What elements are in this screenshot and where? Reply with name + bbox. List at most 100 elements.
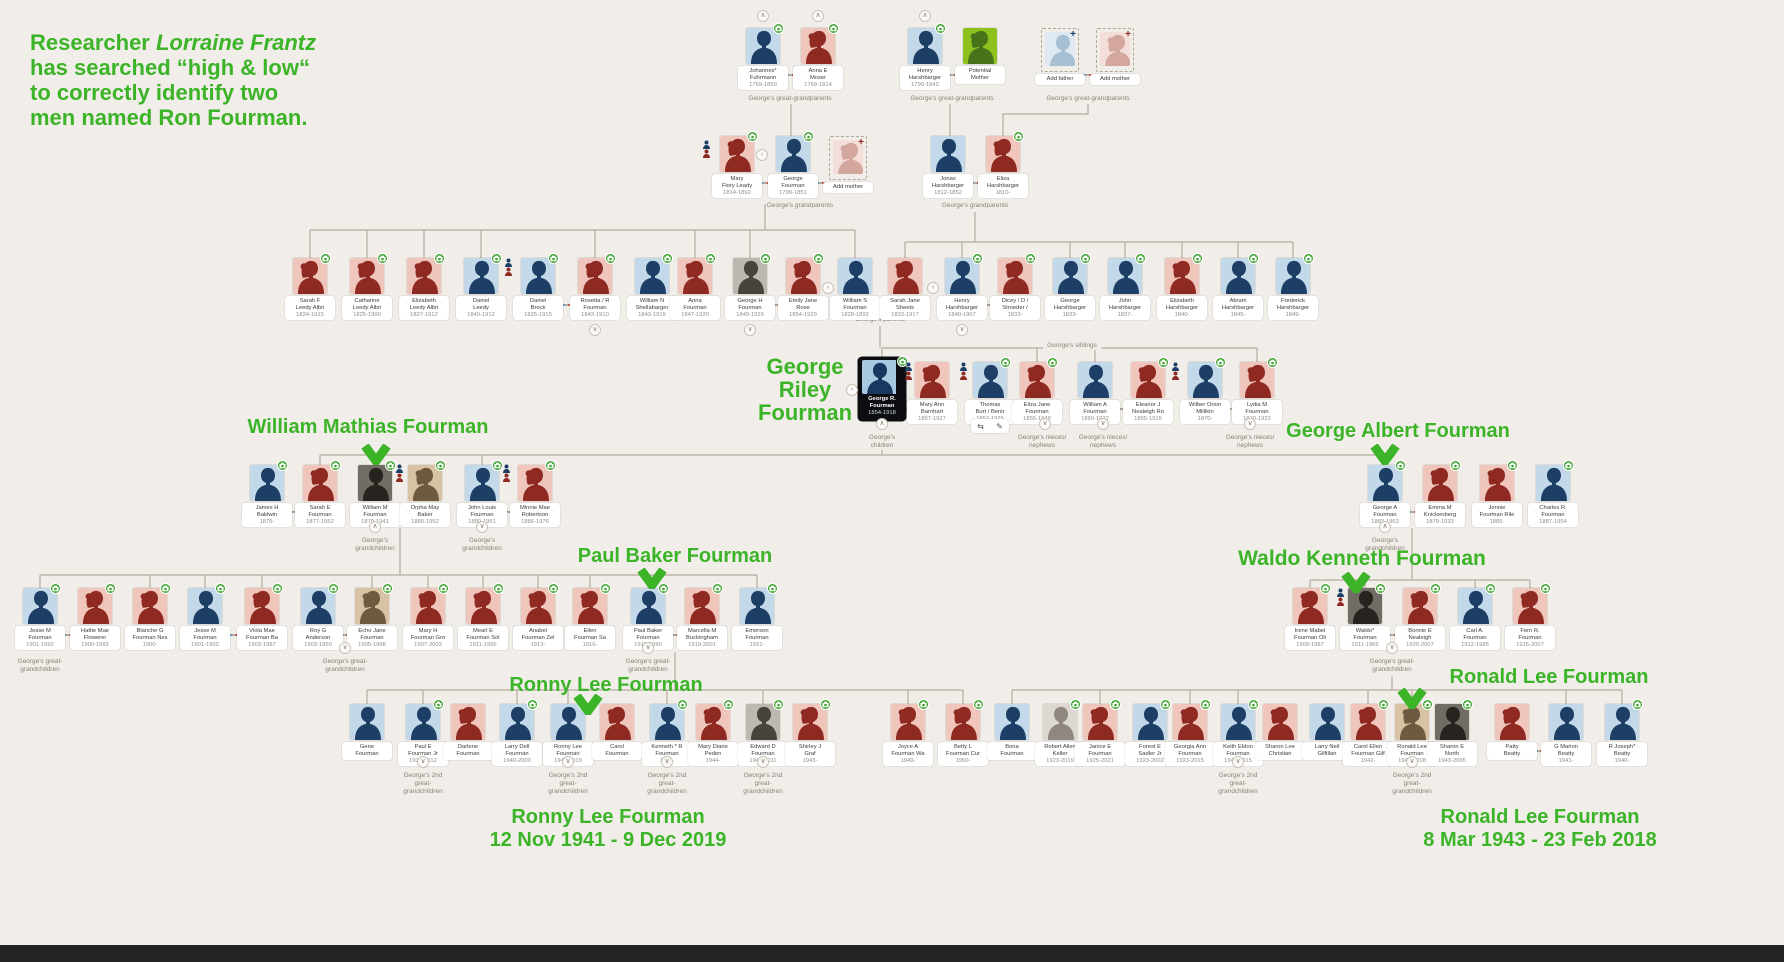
alternate-spouses-icon[interactable]: [904, 362, 913, 380]
media-hint-badge[interactable]: [803, 131, 814, 142]
person-card[interactable]: Anabel Fourman Zel 1913-: [513, 588, 563, 651]
media-hint-badge[interactable]: [435, 460, 446, 471]
person-card[interactable]: George Fourman 1799-1851: [768, 136, 818, 199]
media-hint-badge[interactable]: [438, 583, 449, 594]
media-hint-badge[interactable]: [1000, 357, 1011, 368]
expand-up-chevron[interactable]: ∧: [369, 521, 381, 533]
person-card[interactable]: Mary Flory Leady 1814-1892: [712, 136, 762, 199]
person-card[interactable]: Johannes* Fuhrmann 1769-1850: [738, 28, 788, 91]
person-card[interactable]: Mearl E Fourman Sol 1911-1995: [458, 588, 508, 651]
person-card[interactable]: Emily Jane Rose 1854-1929: [778, 258, 828, 321]
person-card[interactable]: Bona Fourman: [987, 704, 1037, 760]
person-card[interactable]: Sarah E Fourman 1877-1952: [295, 465, 345, 528]
add-parent-box[interactable]: +: [1041, 28, 1079, 72]
person-card[interactable]: Jonas Harshbarger 1812-1852: [923, 136, 973, 199]
expand-down-chevron[interactable]: ∨: [744, 324, 756, 336]
media-hint-badge[interactable]: [820, 699, 831, 710]
person-card[interactable]: Paul Baker Fourman 1919-1990: [623, 588, 673, 651]
edit-icon[interactable]: ✎: [996, 421, 1003, 431]
media-hint-badge[interactable]: [330, 460, 341, 471]
media-hint-badge[interactable]: [1450, 460, 1461, 471]
media-hint-badge[interactable]: [1375, 583, 1386, 594]
expand-down-chevron[interactable]: ∨: [1386, 642, 1398, 654]
expand-up-chevron[interactable]: ∧: [919, 10, 931, 22]
person-card[interactable]: Paul E Fourman Jr 1932-2012: [398, 704, 448, 767]
media-hint-badge[interactable]: [272, 583, 283, 594]
person-card[interactable]: George A Fourman 1883-1963: [1360, 465, 1410, 528]
media-hint-badge[interactable]: [545, 460, 556, 471]
person-card[interactable]: Fern R. Fourman 1915-2007: [1505, 588, 1555, 651]
media-hint-badge[interactable]: [760, 253, 771, 264]
person-card[interactable]: Anna Fourman 1847-1920: [670, 258, 720, 321]
media-hint-badge[interactable]: [973, 699, 984, 710]
person-card[interactable]: Mary Ann Barnhart 1857-1927: [907, 362, 957, 425]
media-hint-badge[interactable]: [1320, 583, 1331, 594]
media-hint-badge[interactable]: [548, 583, 559, 594]
person-card[interactable]: Eliza Harshbarger 1810-: [978, 136, 1028, 199]
alternate-spouses-icon[interactable]: [395, 464, 404, 482]
person-card[interactable]: Mary H Fourman Gro 1907-2003: [403, 588, 453, 651]
person-card[interactable]: Irene Mabel Fourman Oli 1909-1987: [1285, 588, 1335, 651]
person-card[interactable]: Hattie Mae Flowerer 1900-1992: [70, 588, 120, 651]
media-hint-badge[interactable]: [1135, 253, 1146, 264]
media-hint-badge[interactable]: [1632, 699, 1643, 710]
media-hint-badge[interactable]: [1110, 699, 1121, 710]
media-hint-badge[interactable]: [773, 23, 784, 34]
media-hint-badge[interactable]: [385, 460, 396, 471]
person-card[interactable]: Abram Harshbarger 1845-: [1213, 258, 1263, 321]
media-hint-badge[interactable]: [382, 583, 393, 594]
person-card[interactable]: William N Shellabarger 1843-1919: [627, 258, 677, 321]
media-hint-badge[interactable]: [492, 460, 503, 471]
media-hint-badge[interactable]: [527, 699, 538, 710]
expand-left-chevron[interactable]: ‹: [756, 149, 768, 161]
alternate-spouses-icon[interactable]: [702, 140, 711, 158]
media-hint-badge[interactable]: [677, 699, 688, 710]
person-card[interactable]: William M Fourman 1879-1941: [350, 465, 400, 528]
person-card[interactable]: Viola Mae Fourman Ba 1903-1987: [237, 588, 287, 651]
person-card[interactable]: Charles R. Fourman 1887-1954: [1528, 465, 1578, 528]
media-hint-badge[interactable]: [1563, 460, 1574, 471]
person-card[interactable]: William S Fourman 1828-1892: [830, 258, 880, 321]
media-hint-badge[interactable]: [105, 583, 116, 594]
person-card[interactable]: John Louis Fourman 1880-1951: [457, 465, 507, 528]
person-card[interactable]: Darlene Fourman: [443, 704, 493, 760]
person-card[interactable]: Blanche G Fourman Nes 1900-: [125, 588, 175, 651]
person-card[interactable]: Sarah F Leedy Albri 1824-1915: [285, 258, 335, 321]
media-hint-badge[interactable]: [160, 583, 171, 594]
media-hint-badge[interactable]: [1248, 253, 1259, 264]
alternate-spouses-icon[interactable]: [1336, 588, 1345, 606]
expand-up-chevron[interactable]: ∧: [1379, 521, 1391, 533]
person-card[interactable]: + Add mother: [823, 136, 873, 193]
media-hint-badge[interactable]: [434, 253, 445, 264]
person-card[interactable]: Anna E Moser 1769-1814: [793, 28, 843, 91]
person-card[interactable]: Janice E Fourman 1925-2021: [1075, 704, 1125, 767]
person-card[interactable]: Frederick Harshbarger 1849-: [1268, 258, 1318, 321]
expand-up-chevron[interactable]: ∧: [757, 10, 769, 22]
media-hint-badge[interactable]: [773, 699, 784, 710]
media-hint-badge[interactable]: [433, 699, 444, 710]
person-card[interactable]: George H Fourman 1849-1929: [725, 258, 775, 321]
person-card[interactable]: Shirley J Graf 1943-: [785, 704, 835, 767]
swap-person-icon[interactable]: ⇆: [977, 421, 984, 431]
person-card[interactable]: Orpha May Baker 1880-1952: [400, 465, 450, 528]
expand-down-chevron[interactable]: ∨: [956, 324, 968, 336]
expand-up-chevron[interactable]: ∧: [876, 418, 888, 430]
media-hint-badge[interactable]: [658, 583, 669, 594]
expand-right-chevron[interactable]: ›: [822, 282, 834, 294]
media-hint-badge[interactable]: [493, 583, 504, 594]
person-card[interactable]: Roy G Anderson 1903-1950: [293, 588, 343, 651]
person-card[interactable]: Jesse M Fourman 1901-1992: [15, 588, 65, 651]
person-quick-actions[interactable]: ⇆ ✎: [971, 419, 1009, 433]
media-hint-badge[interactable]: [1013, 131, 1024, 142]
person-card[interactable]: Mary Diane Peden 1944-: [688, 704, 738, 767]
person-card[interactable]: Rosetta / R Fourman 1843-1910: [570, 258, 620, 321]
media-hint-badge[interactable]: [747, 131, 758, 142]
person-card[interactable]: R Joseph* Beatty 1940-: [1597, 704, 1647, 767]
person-card[interactable]: Henry Harshbarger 1840-1907: [937, 258, 987, 321]
media-hint-badge[interactable]: [1303, 253, 1314, 264]
person-card[interactable]: Henry Harshbarger 1799-1842: [900, 28, 950, 91]
expand-down-chevron[interactable]: ∨: [1406, 756, 1418, 768]
person-card[interactable]: Gene Fourman: [342, 704, 392, 760]
person-card[interactable]: Marcella M Buckingham 1919-2001: [677, 588, 727, 651]
media-hint-badge[interactable]: [1160, 699, 1171, 710]
